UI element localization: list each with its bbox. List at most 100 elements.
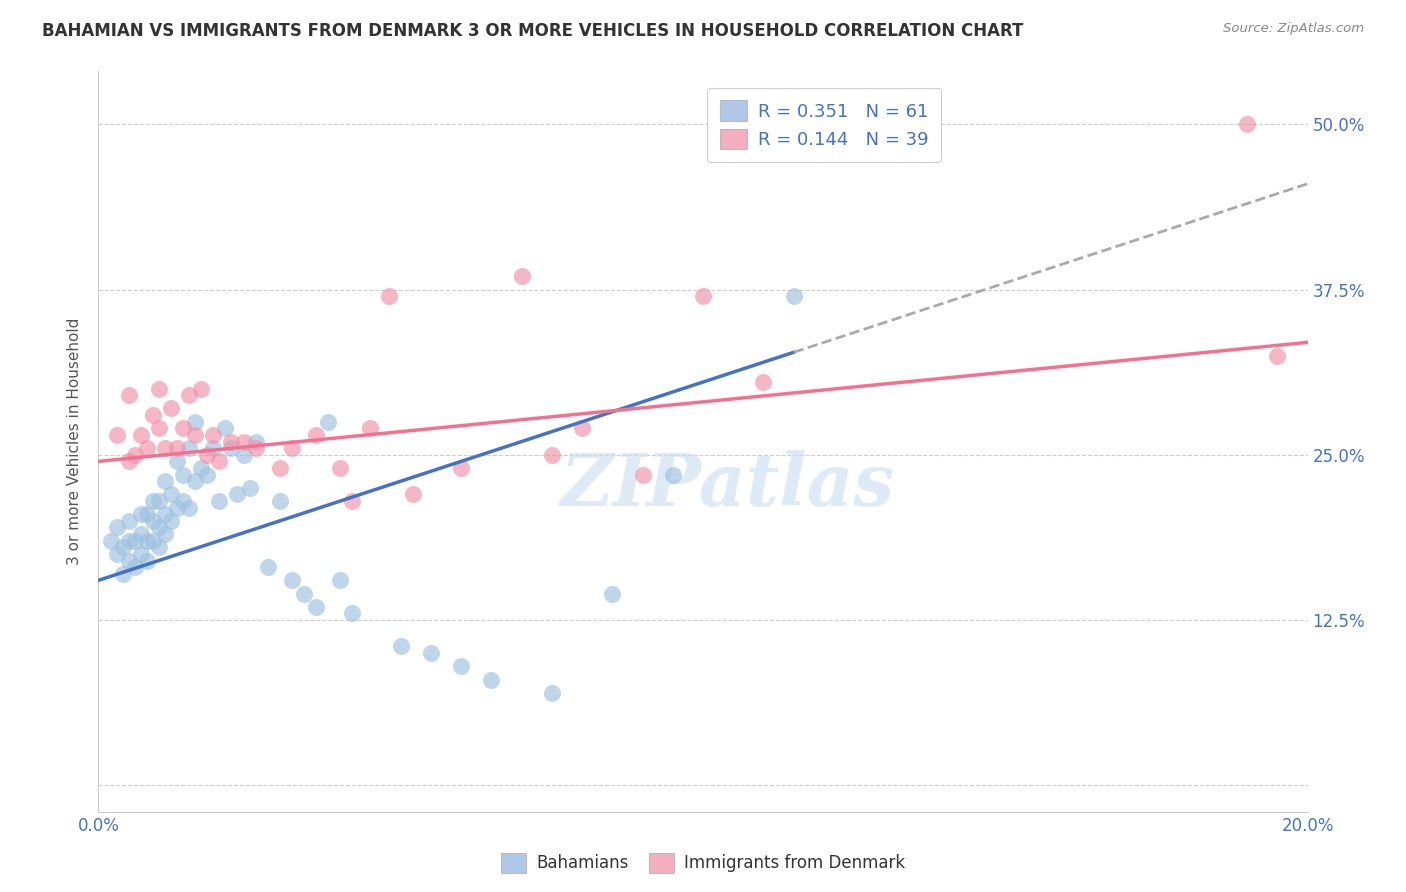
- Point: [118, 514, 141, 528]
- Point: [281, 441, 304, 455]
- Text: Source: ZipAtlas.com: Source: ZipAtlas.com: [1223, 22, 1364, 36]
- Point: [342, 607, 364, 621]
- Point: [208, 454, 231, 468]
- Point: [481, 673, 503, 687]
- Point: [571, 421, 593, 435]
- Point: [129, 527, 152, 541]
- Point: [269, 461, 291, 475]
- Point: [602, 586, 624, 600]
- Point: [752, 375, 775, 389]
- Point: [179, 500, 201, 515]
- Point: [450, 659, 472, 673]
- Point: [226, 487, 249, 501]
- Point: [305, 428, 328, 442]
- Point: [153, 441, 176, 455]
- Point: [184, 428, 207, 442]
- Point: [142, 533, 165, 548]
- Point: [342, 494, 364, 508]
- Point: [124, 448, 146, 462]
- Point: [135, 553, 157, 567]
- Point: [245, 441, 267, 455]
- Point: [118, 533, 141, 548]
- Point: [118, 553, 141, 567]
- Point: [195, 467, 218, 482]
- Point: [129, 547, 152, 561]
- Y-axis label: 3 or more Vehicles in Household: 3 or more Vehicles in Household: [67, 318, 83, 566]
- Point: [105, 428, 128, 442]
- Point: [190, 382, 212, 396]
- Point: [631, 467, 654, 482]
- Point: [153, 508, 176, 522]
- Point: [142, 408, 165, 422]
- Point: [142, 514, 165, 528]
- Point: [239, 481, 262, 495]
- Point: [1267, 349, 1289, 363]
- Point: [179, 388, 201, 402]
- Point: [118, 388, 141, 402]
- Point: [305, 599, 328, 614]
- Point: [202, 441, 225, 455]
- Point: [129, 428, 152, 442]
- Point: [166, 441, 188, 455]
- Point: [184, 415, 207, 429]
- Point: [420, 646, 443, 660]
- Point: [105, 520, 128, 534]
- Point: [190, 461, 212, 475]
- Point: [360, 421, 382, 435]
- Point: [135, 508, 157, 522]
- Point: [148, 541, 170, 555]
- Point: [184, 474, 207, 488]
- Text: BAHAMIAN VS IMMIGRANTS FROM DENMARK 3 OR MORE VEHICLES IN HOUSEHOLD CORRELATION : BAHAMIAN VS IMMIGRANTS FROM DENMARK 3 OR…: [42, 22, 1024, 40]
- Point: [402, 487, 425, 501]
- Point: [179, 441, 201, 455]
- Point: [105, 547, 128, 561]
- Point: [232, 434, 254, 449]
- Point: [160, 401, 183, 416]
- Point: [245, 434, 267, 449]
- Point: [135, 533, 157, 548]
- Point: [540, 448, 562, 462]
- Point: [166, 454, 188, 468]
- Point: [1236, 117, 1258, 131]
- Point: [100, 533, 122, 548]
- Point: [232, 448, 254, 462]
- Point: [160, 514, 183, 528]
- Point: [172, 421, 194, 435]
- Point: [692, 289, 714, 303]
- Point: [111, 566, 134, 581]
- Point: [148, 382, 170, 396]
- Point: [135, 441, 157, 455]
- Point: [202, 428, 225, 442]
- Point: [148, 421, 170, 435]
- Point: [329, 574, 352, 588]
- Point: [148, 494, 170, 508]
- Point: [172, 494, 194, 508]
- Point: [510, 269, 533, 284]
- Legend: R = 0.351   N = 61, R = 0.144   N = 39: R = 0.351 N = 61, R = 0.144 N = 39: [707, 87, 941, 162]
- Point: [661, 467, 683, 482]
- Point: [208, 494, 231, 508]
- Point: [166, 500, 188, 515]
- Point: [142, 494, 165, 508]
- Point: [129, 508, 152, 522]
- Text: ZIPatlas: ZIPatlas: [560, 450, 894, 522]
- Point: [540, 686, 562, 700]
- Point: [111, 541, 134, 555]
- Point: [783, 289, 806, 303]
- Point: [153, 527, 176, 541]
- Point: [377, 289, 399, 303]
- Point: [195, 448, 218, 462]
- Point: [316, 415, 339, 429]
- Point: [329, 461, 352, 475]
- Legend: Bahamians, Immigrants from Denmark: Bahamians, Immigrants from Denmark: [495, 847, 911, 880]
- Point: [148, 520, 170, 534]
- Point: [153, 474, 176, 488]
- Point: [124, 560, 146, 574]
- Point: [450, 461, 472, 475]
- Point: [389, 640, 412, 654]
- Point: [214, 421, 236, 435]
- Point: [281, 574, 304, 588]
- Point: [160, 487, 183, 501]
- Point: [118, 454, 141, 468]
- Point: [292, 586, 315, 600]
